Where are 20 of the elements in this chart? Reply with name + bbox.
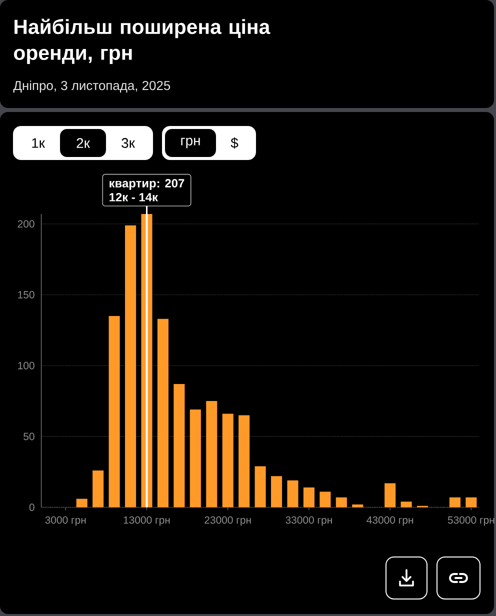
chart-subtitle: Дніпро, 3 листопада, 2025 [13, 80, 170, 93]
y-tick-label: 200 [18, 220, 34, 228]
annotation: 12к - 14к [110, 192, 158, 202]
x-tick-label: 53000 грн [448, 516, 494, 526]
text: 3к [122, 138, 135, 148]
x-tick-label: 13000 грн [124, 516, 170, 526]
text: грн [181, 138, 200, 148]
y-tick-label: 0 [29, 504, 34, 511]
text: 1к [32, 138, 45, 148]
text: $ [230, 137, 238, 149]
y-tick-label: 100 [18, 362, 34, 370]
x-tick-label: 3000 грн [45, 516, 86, 526]
chart-title: Найбільш поширена ціна оренди, грн [14, 18, 270, 64]
x-tick-label: 23000 грн [204, 516, 251, 526]
x-tick-label: 43000 грн [366, 516, 414, 526]
text: 2к [76, 138, 90, 148]
annotation: квартир: 207 [110, 179, 184, 190]
y-tick-label: 150 [18, 291, 34, 298]
y-tick-label: 50 [24, 432, 34, 440]
x-tick-label: 33000 грн [286, 516, 332, 526]
